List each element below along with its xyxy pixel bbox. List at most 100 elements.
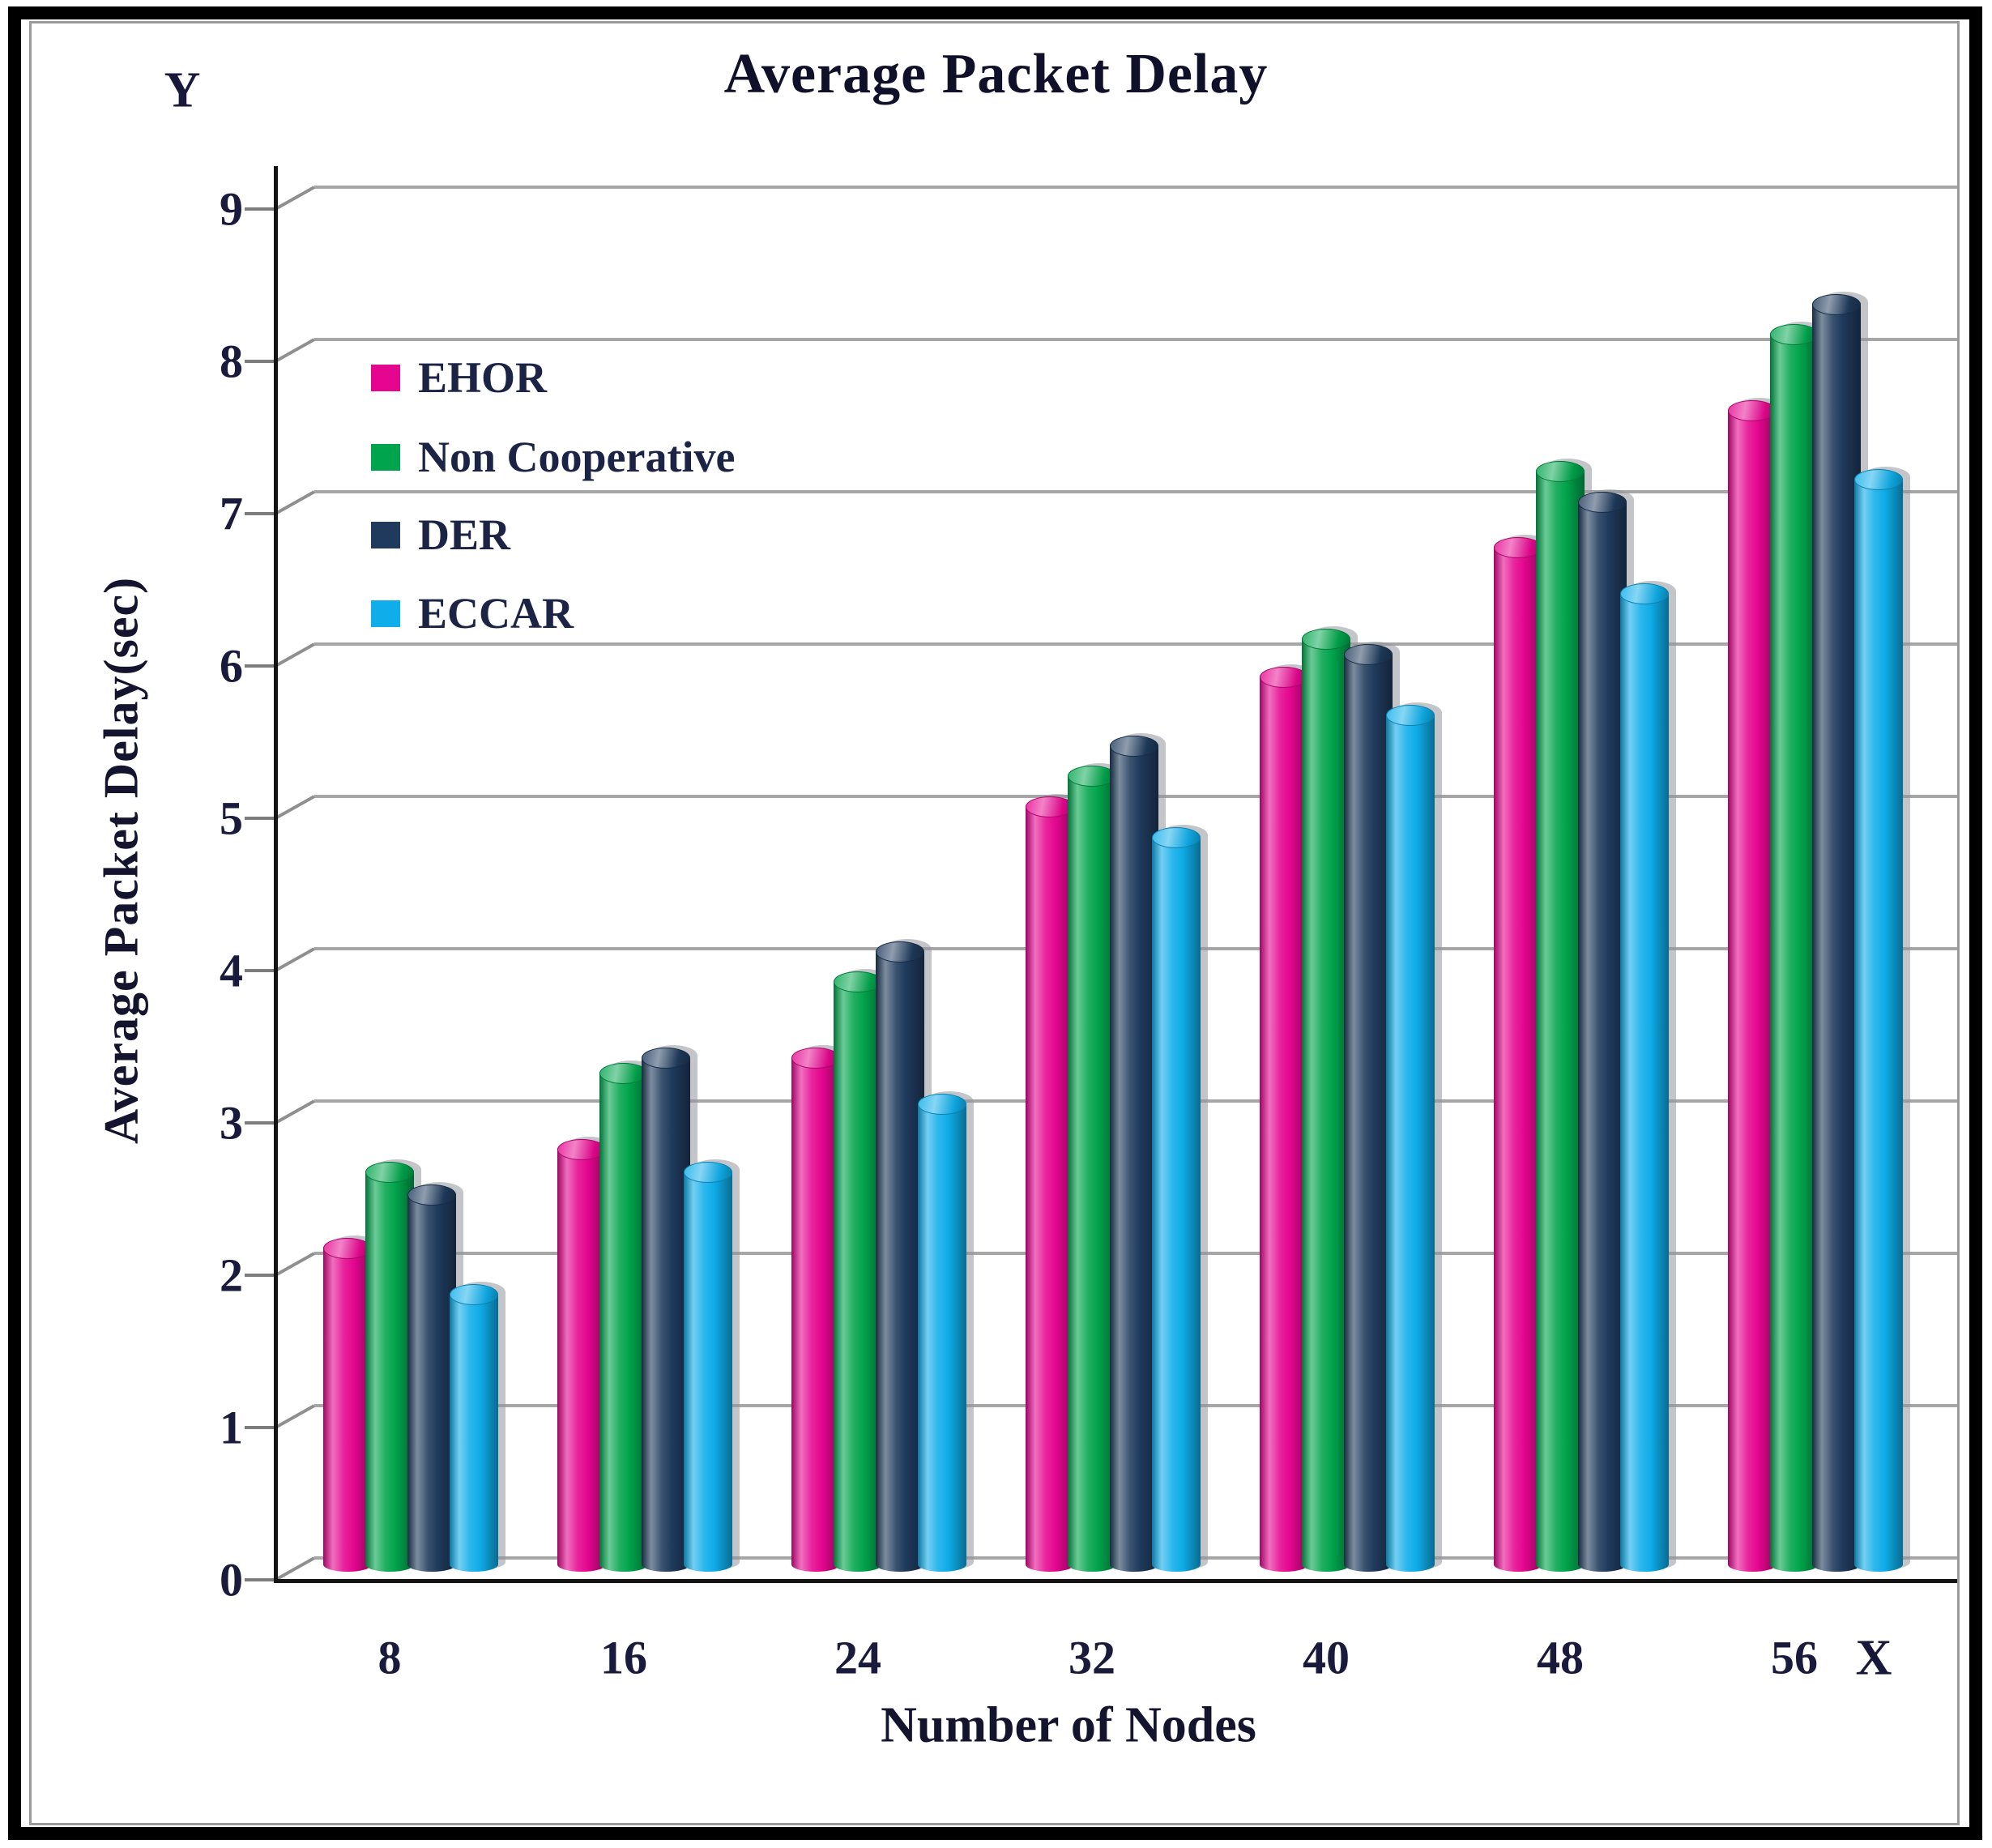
y-axis-letter: Y bbox=[164, 62, 201, 118]
bar-eccar-8 bbox=[450, 1283, 498, 1572]
bar-ehor-24 bbox=[791, 1048, 840, 1572]
y-tick-label: 1 bbox=[220, 1401, 243, 1454]
y-tick-label: 2 bbox=[220, 1248, 243, 1302]
x-axis-title: Number of Nodes bbox=[881, 1697, 1256, 1753]
bar-top-cap bbox=[642, 1048, 690, 1069]
legend-label: Non Cooperative bbox=[418, 433, 736, 481]
bar-top-cap bbox=[323, 1238, 372, 1260]
x-tick-label-8: 8 bbox=[377, 1631, 402, 1684]
bar-top-cap bbox=[1386, 705, 1435, 727]
bar-der-8 bbox=[407, 1184, 456, 1572]
bar-non-cooperative-24 bbox=[834, 971, 882, 1572]
bar-top-cap bbox=[1854, 468, 1903, 490]
x-axis-letter: X bbox=[1855, 1630, 1892, 1686]
bar-top-cap bbox=[407, 1184, 456, 1206]
y-axis-tick bbox=[245, 512, 275, 515]
x-tick-label-56: 56 bbox=[1771, 1631, 1818, 1684]
bar-top-cap bbox=[450, 1283, 498, 1305]
bar-top-cap bbox=[365, 1162, 414, 1184]
x-tick-label-48: 48 bbox=[1537, 1631, 1584, 1684]
x-tick-label-40: 40 bbox=[1303, 1631, 1350, 1684]
y-tick-label: 7 bbox=[220, 487, 243, 540]
x-tick-label-32: 32 bbox=[1069, 1631, 1115, 1684]
bar-top-cap bbox=[557, 1139, 606, 1160]
y-axis-tick bbox=[245, 1274, 275, 1277]
outer-frame bbox=[8, 6, 1982, 1840]
bar-top-cap bbox=[918, 1093, 966, 1115]
y-axis-tick bbox=[245, 817, 275, 820]
y-tick-label: 4 bbox=[220, 944, 243, 997]
bar-top-cap bbox=[1494, 537, 1542, 559]
bar-eccar-56 bbox=[1854, 468, 1903, 1572]
bar-non-cooperative-8 bbox=[365, 1162, 414, 1572]
y-axis-line bbox=[274, 166, 278, 1583]
legend-item-non-cooperative: Non Cooperative bbox=[371, 433, 735, 481]
bar-ehor-8 bbox=[323, 1238, 372, 1572]
bar-top-cap bbox=[1620, 583, 1669, 604]
y-tick-label: 9 bbox=[220, 182, 243, 236]
bar-eccar-40 bbox=[1386, 705, 1435, 1572]
legend-color-swatch bbox=[371, 521, 400, 548]
x-tick-label-24: 24 bbox=[834, 1631, 881, 1684]
bar-der-32 bbox=[1110, 735, 1158, 1572]
gridline bbox=[314, 186, 1957, 189]
bar-ehor-56 bbox=[1728, 400, 1777, 1572]
bar-ehor-32 bbox=[1026, 796, 1074, 1572]
bar-top-cap bbox=[1812, 293, 1861, 315]
bar-ehor-48 bbox=[1494, 537, 1542, 1572]
bar-der-24 bbox=[876, 941, 924, 1572]
legend-label: DER bbox=[418, 510, 511, 559]
bar-top-cap bbox=[599, 1063, 648, 1084]
legend-color-swatch bbox=[371, 600, 400, 627]
legend-color-swatch bbox=[371, 443, 400, 471]
bar-der-16 bbox=[642, 1048, 690, 1572]
y-axis-tick bbox=[245, 1426, 275, 1429]
bar-eccar-16 bbox=[684, 1162, 732, 1572]
bar-non-cooperative-40 bbox=[1302, 629, 1350, 1572]
bar-top-cap bbox=[1152, 826, 1201, 848]
x-tick-label-16: 16 bbox=[600, 1631, 647, 1684]
legend-item-eccar: ECCAR bbox=[371, 589, 574, 638]
bar-top-cap bbox=[1260, 667, 1308, 689]
inner-frame bbox=[29, 21, 1960, 1825]
y-tick-label: 0 bbox=[220, 1553, 243, 1607]
bar-non-cooperative-16 bbox=[599, 1063, 648, 1572]
bar-top-cap bbox=[1344, 644, 1393, 665]
bar-top-cap bbox=[1026, 796, 1074, 817]
bar-top-cap bbox=[1578, 492, 1627, 513]
bar-top-cap bbox=[684, 1162, 732, 1184]
legend-item-der: DER bbox=[371, 510, 510, 559]
legend-label: EHOR bbox=[418, 353, 548, 402]
bar-non-cooperative-56 bbox=[1770, 324, 1819, 1572]
bar-top-cap bbox=[1536, 461, 1585, 483]
y-tick-label: 5 bbox=[220, 792, 243, 845]
bar-der-40 bbox=[1344, 644, 1393, 1572]
bar-eccar-24 bbox=[918, 1093, 966, 1572]
y-axis-tick bbox=[245, 360, 275, 363]
y-axis-tick bbox=[245, 664, 275, 668]
y-axis-tick bbox=[245, 207, 275, 211]
y-axis-title: Average Packet Delay(sec) bbox=[94, 576, 148, 1145]
bar-ehor-16 bbox=[557, 1139, 606, 1572]
bar-top-cap bbox=[1068, 766, 1116, 787]
legend-item-ehor: EHOR bbox=[371, 353, 547, 402]
y-axis-tick bbox=[245, 1121, 275, 1125]
bar-der-56 bbox=[1812, 293, 1861, 1572]
bar-non-cooperative-48 bbox=[1536, 461, 1585, 1572]
bar-top-cap bbox=[1770, 324, 1819, 346]
y-tick-label: 8 bbox=[220, 335, 243, 388]
legend-label: ECCAR bbox=[418, 589, 574, 638]
bar-ehor-40 bbox=[1260, 667, 1308, 1572]
bar-der-48 bbox=[1578, 492, 1627, 1572]
gridline bbox=[314, 338, 1957, 341]
bar-top-cap bbox=[791, 1048, 840, 1069]
legend-color-swatch bbox=[371, 364, 400, 391]
gridline bbox=[314, 490, 1957, 493]
y-tick-label: 6 bbox=[220, 639, 243, 693]
x-axis-line bbox=[274, 1579, 1957, 1583]
y-axis-tick bbox=[245, 1578, 275, 1581]
chart-title: Average Packet Delay bbox=[723, 43, 1269, 105]
bar-eccar-32 bbox=[1152, 826, 1201, 1572]
bar-non-cooperative-32 bbox=[1068, 766, 1116, 1572]
